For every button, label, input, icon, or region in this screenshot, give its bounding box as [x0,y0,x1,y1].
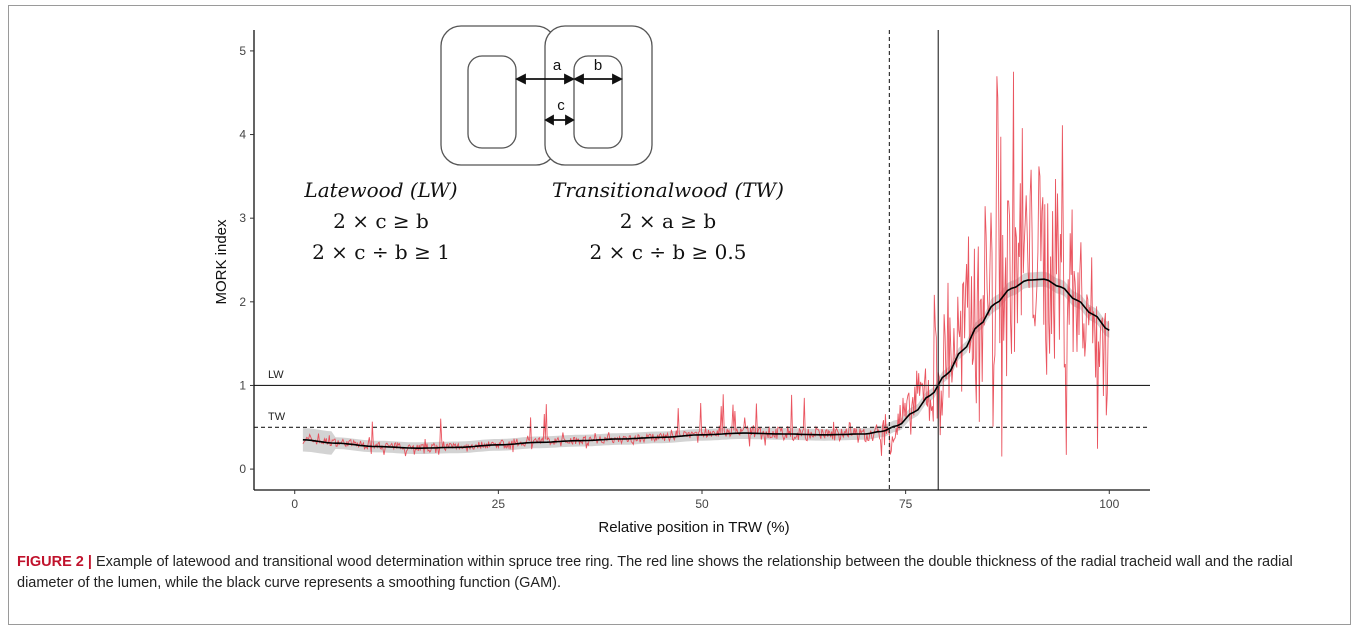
latewood-rule-2: 2 × c ÷ b ≥ 1 [312,240,450,264]
y-tick-label-2: 2 [239,295,246,309]
figure-frame [8,5,1351,625]
lw-line-label: LW [268,369,284,381]
x-tick-label-100: 100 [1099,497,1119,511]
gam-curve-layer [302,278,1110,450]
arrow-b-head-right [612,73,624,85]
right-cell-outline [544,25,653,166]
y-tick-label-5: 5 [239,44,246,58]
gam-smooth-line [302,278,1110,450]
observed-mork-line [302,71,1109,457]
latewood-heading: Latewood (LW) [303,178,457,202]
arrow-c-head-right [565,114,575,126]
left-cell-outline [440,25,557,166]
tracheid-diagram: a b c [440,25,653,166]
y-tick-label-1: 1 [239,378,246,392]
figure-caption: FIGURE 2 | Example of latewood and trans… [17,552,1337,594]
arrow-a-head-left [514,73,526,85]
latewood-formula: Latewood (LW) 2 × c ≥ b 2 × c ÷ b ≥ 1 [303,178,457,264]
x-tick-label-75: 75 [899,497,913,511]
y-tick-label-0: 0 [239,462,246,476]
transitional-rule-1: 2 × a ≥ b [620,209,716,233]
caption-label: FIGURE 2 | [17,554,92,570]
x-tick-label-50: 50 [695,497,709,511]
y-tick-label-3: 3 [239,211,246,225]
caption-text: Example of latewood and transitional woo… [17,554,1293,591]
x-axis-title: Relative position in TRW (%) [598,519,789,536]
transitional-heading: Transitionalwood (TW) [552,178,784,202]
y-tick-label-4: 4 [239,128,246,142]
transitional-rule-2: 2 × c ÷ b ≥ 0.5 [590,240,747,264]
arrow-b-head-left [572,73,584,85]
transitional-formula: Transitionalwood (TW) 2 × a ≥ b 2 × c ÷ … [552,178,784,264]
label-b: b [594,57,602,74]
x-tick-label-25: 25 [492,497,506,511]
reference-lines-layer [254,30,1150,490]
observed-series-layer [302,71,1109,457]
right-lumen [573,55,623,149]
arrow-a-head-right [564,73,576,85]
label-a: a [553,57,562,74]
y-axis-title: MORK index [213,219,230,305]
label-c: c [557,97,565,114]
latewood-rule-1: 2 × c ≥ b [333,209,429,233]
x-tick-label-0: 0 [291,497,298,511]
tw-line-label: TW [268,411,286,423]
arrow-c-head-left [544,114,554,126]
left-lumen [467,55,517,149]
